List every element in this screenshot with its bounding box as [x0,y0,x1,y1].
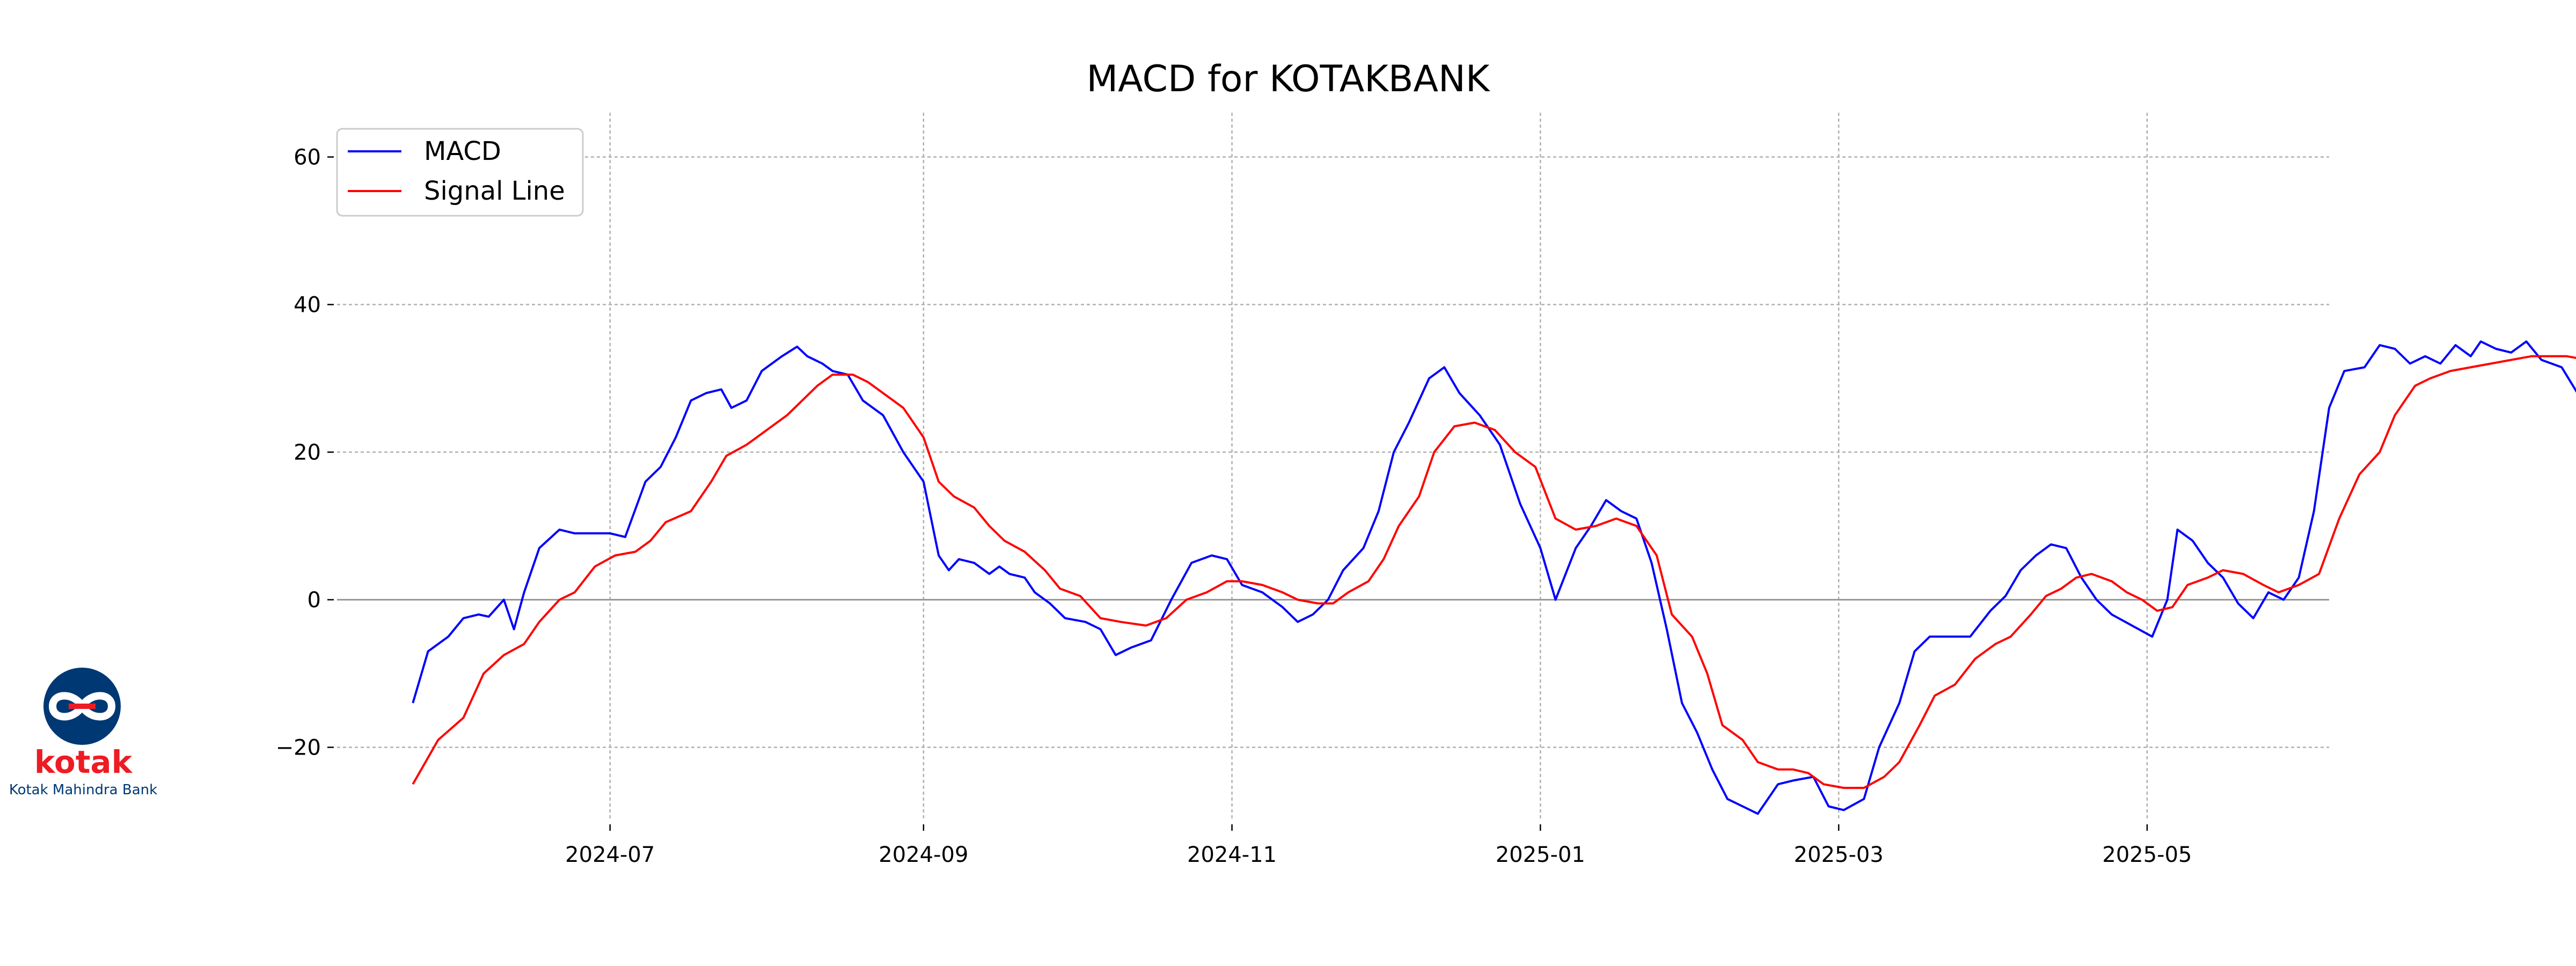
kotak-logo: kotak Kotak Mahindra Bank [9,668,157,798]
y-tick-label: 40 [294,293,321,318]
series-line-macd [412,340,2576,815]
series-layer [412,340,2576,815]
grid [337,113,2329,821]
y-axis: 60 40 20 0 −20 [276,145,334,760]
legend-label-signal: Signal Line [424,176,565,206]
chart-title: MACD for KOTAKBANK [1087,58,1491,100]
logo-tagline-text: Kotak Mahindra Bank [9,782,157,798]
x-tick-label: 2024-11 [1187,843,1277,867]
legend-label-macd: MACD [424,136,501,166]
y-tick-label: 0 [308,588,321,613]
y-tick-label: 20 [294,441,321,465]
series-line-signal [412,355,2576,789]
x-tick-label: 2025-03 [1794,843,1884,867]
x-tick-label: 2024-07 [565,843,655,867]
logo-brand-text: kotak [34,744,133,780]
x-tick-label: 2025-01 [1496,843,1585,867]
y-tick-label: −20 [276,736,321,760]
x-tick-label: 2024-09 [879,843,968,867]
legend: MACD Signal Line [336,128,584,217]
x-axis: 2024-07 2024-09 2024-11 2025-01 2025-03 2025-… [565,824,2192,867]
x-tick-label: 2025-05 [2102,843,2192,867]
y-tick-label: 60 [294,145,321,170]
